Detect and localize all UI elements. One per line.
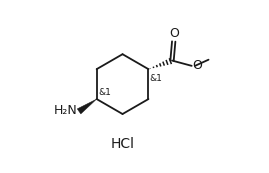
Text: H₂N: H₂N — [53, 104, 77, 117]
Text: O: O — [192, 59, 202, 72]
Text: &1: &1 — [150, 74, 162, 83]
Text: O: O — [169, 27, 179, 40]
Text: HCl: HCl — [111, 137, 134, 151]
Polygon shape — [77, 99, 97, 114]
Text: &1: &1 — [98, 88, 111, 97]
